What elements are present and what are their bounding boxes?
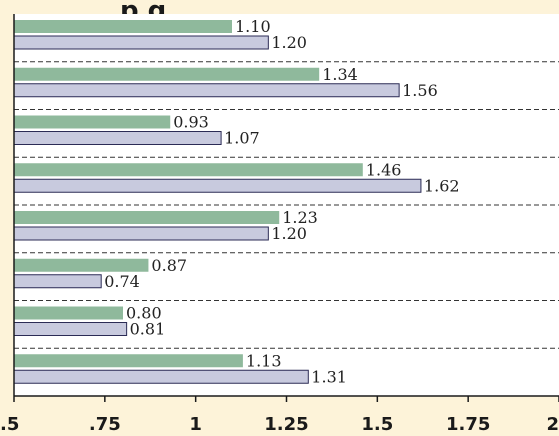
bar-value-label: 1.20 [271, 224, 307, 243]
bar-value-label: 1.34 [322, 65, 358, 84]
bar-value-labels: 1.10 1.34 0.93 1.46 1.23 0.87 0.80 1.13 1.20 1.56… [104, 17, 459, 386]
bar-series-2 [13, 274, 102, 289]
bar-series-2 [13, 131, 222, 145]
x-tick-label: 1.5 [361, 414, 393, 435]
bar-value-label: 1.23 [282, 208, 318, 227]
bar-value-label: 0.80 [126, 304, 162, 323]
x-tick-label: .75 [89, 414, 121, 435]
bar-series-2 [13, 369, 309, 384]
bar-value-label: 1.13 [246, 351, 282, 370]
bar-value-label: 1.20 [271, 33, 307, 52]
x-tick-label: 1 [189, 414, 202, 435]
bar-series-2 [13, 35, 269, 50]
bar-series-2 [13, 178, 422, 193]
bar-value-label: 0.87 [151, 256, 187, 275]
bar-value-label: 0.74 [104, 272, 140, 291]
grid-lines [14, 61, 559, 349]
bar-series-1 [14, 20, 232, 33]
bar-value-label: 1.56 [402, 81, 438, 100]
bar-series-1 [14, 211, 280, 224]
bar-series-1 [14, 67, 320, 81]
bar-value-label: 1.10 [235, 17, 271, 36]
bar-series-1 [14, 306, 123, 320]
bars [13, 20, 422, 384]
x-tick-label: 2 [546, 414, 559, 435]
x-tick-label: 1.75 [446, 414, 490, 435]
bar-series-2 [13, 83, 400, 98]
bar-value-label: 0.81 [130, 320, 166, 339]
x-tick-labels: .5 .75 1 1.25 1.5 1.75 2 [0, 396, 559, 435]
bar-series-2 [13, 322, 128, 336]
bar-value-label: 1.46 [366, 160, 402, 179]
x-tick-label: .5 [0, 414, 19, 435]
x-tick-label: 1.25 [264, 414, 308, 435]
bar-series-1 [14, 258, 149, 272]
bar-series-1 [14, 163, 363, 177]
bar-value-label: 1.62 [424, 176, 460, 195]
bar-series-1 [14, 115, 171, 129]
bar-value-label: 1.07 [224, 129, 260, 148]
bar-value-label: 1.31 [311, 367, 347, 386]
bar-value-label: 0.93 [173, 113, 209, 132]
bar-series-1 [14, 354, 243, 368]
bar-series-2 [13, 226, 269, 241]
